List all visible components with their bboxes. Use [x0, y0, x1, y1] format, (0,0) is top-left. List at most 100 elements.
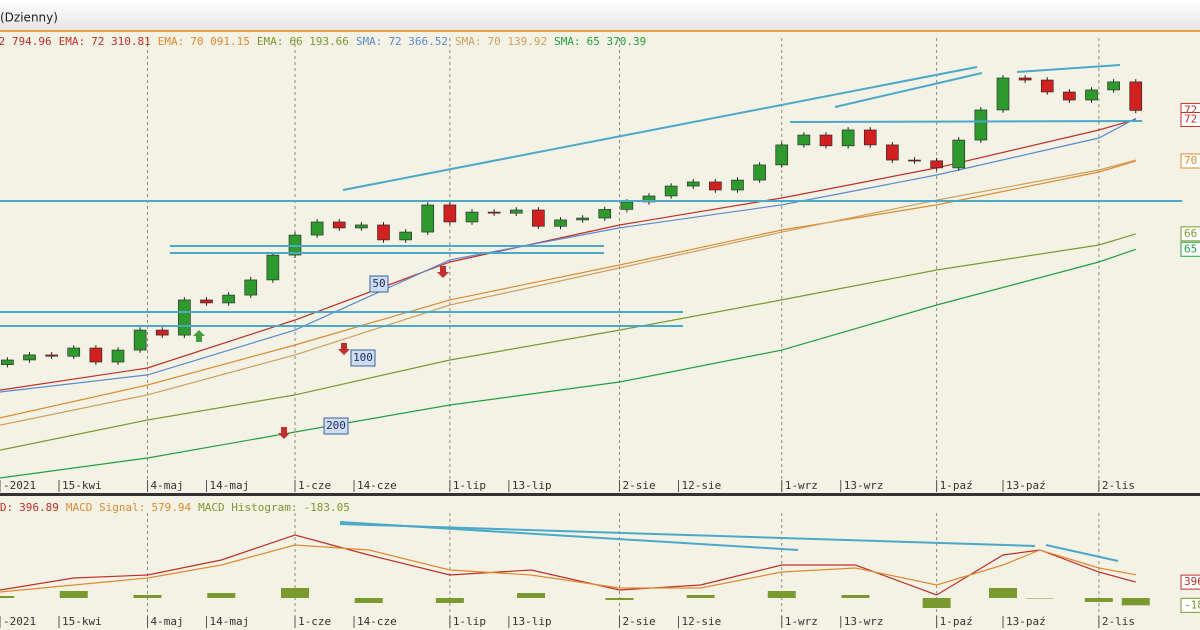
legend-value: 396.89: [19, 501, 59, 514]
candle-body: [753, 164, 766, 181]
candle-body: [1018, 77, 1032, 81]
candle-body: [819, 134, 833, 147]
legend-value: 66 193.66: [289, 35, 349, 48]
x-tick-label: -2021: [3, 479, 36, 492]
candle-body: [952, 139, 966, 169]
candle-body: [222, 294, 235, 304]
histogram-bar: [59, 591, 88, 598]
x-tick-label: 1-cze: [298, 615, 331, 628]
x-tick-label: 13-lip: [512, 615, 552, 628]
legend-value: 65 370.39: [587, 35, 647, 48]
x-tick-label: 1-wrz: [785, 615, 818, 628]
candle-body: [930, 160, 943, 169]
candle-body: [1107, 81, 1120, 91]
candle-body: [155, 329, 169, 336]
x-tick-label: 12-sie: [682, 479, 722, 492]
signal-arrows: [193, 266, 449, 439]
histogram-bar: [0, 596, 14, 598]
histogram-bar: [1025, 598, 1054, 599]
candle-body: [23, 354, 36, 361]
x-tick-label: 1-wrz: [785, 479, 818, 492]
candle-body: [620, 201, 634, 210]
histogram-bar: [989, 588, 1017, 598]
x-tick-label: 4-maj: [151, 615, 184, 628]
price-marker: [1180, 241, 1200, 257]
x-tick-label: 14-maj: [210, 615, 250, 628]
ma-tag-label: 100: [353, 351, 373, 364]
legend: 72 794.96 EMA: 72 310.81 EMA: 70 091.15 EMA: 6…: [0, 35, 646, 48]
candle-body: [996, 77, 1010, 111]
x-tick-label: 13-paź: [1006, 479, 1046, 492]
trend-line: [1045, 544, 1119, 562]
candle-body: [399, 231, 412, 241]
histogram-bar: [354, 598, 383, 603]
sell-arrow: [437, 266, 449, 278]
candle-body: [908, 159, 921, 162]
candle-body: [554, 219, 567, 227]
ma-tag-label: 50: [372, 277, 385, 290]
x-tick-label: 4-maj: [151, 479, 184, 492]
candle-body: [841, 129, 855, 147]
price-marker: [1180, 597, 1200, 613]
candle-body: [731, 179, 744, 191]
x-tick-label: 1-cze: [298, 479, 331, 492]
legend-name: MACD Signal:: [66, 501, 145, 514]
price-marker: [1180, 226, 1200, 242]
legend-name: EMA:: [158, 35, 185, 48]
legend-name: MACD:: [0, 501, 13, 514]
histogram-bar: [1121, 598, 1150, 606]
ma-tag: [350, 349, 376, 367]
x-tick-label: 1-paź: [940, 615, 973, 628]
candle-body: [886, 144, 899, 161]
x-tick-label: 1-lip: [453, 615, 486, 628]
candle-body: [45, 354, 58, 357]
candle-body: [310, 221, 324, 236]
candle-body: [487, 211, 501, 214]
legend-name: EMA:: [59, 35, 86, 48]
candle-body: [709, 181, 722, 191]
histogram-bar: [605, 598, 634, 600]
trend-line: [834, 72, 983, 108]
trend-line: [339, 523, 1036, 547]
candle-body: [133, 329, 147, 351]
x-tick-label: 2-lis: [1102, 479, 1135, 492]
candle-body: [266, 254, 280, 281]
histogram-bar: [133, 595, 162, 598]
indicator-line: [0, 233, 1136, 451]
sell-arrow: [338, 343, 350, 355]
x-tick-label: 2-sie: [623, 615, 656, 628]
indicator-line: [0, 117, 1137, 393]
candle-body: [67, 347, 81, 357]
legend-name: SMA:: [455, 35, 482, 48]
candle-body: [1063, 91, 1076, 101]
trend-lines: [0, 64, 1182, 562]
candle-body: [244, 279, 258, 296]
panel-separator: [0, 493, 1200, 496]
trend-line: [342, 66, 978, 191]
indicator-line: [0, 118, 1136, 391]
candle-body: [200, 299, 213, 304]
x-tick-label: 13-wrz: [844, 479, 884, 492]
x-tick-label: 1-lip: [453, 479, 486, 492]
indicator-line: [0, 534, 1136, 596]
x-tick-label: 13-lip: [512, 479, 552, 492]
candle-body: [111, 349, 125, 363]
indicator-line: [0, 160, 1136, 419]
x-tick-label: 14-maj: [210, 479, 250, 492]
candle-body: [355, 224, 368, 229]
trend-line: [1016, 64, 1121, 73]
candle-body: [421, 204, 435, 233]
indicator-line: [0, 159, 1136, 426]
legend-value: 579.94: [151, 501, 191, 514]
trend-line: [789, 120, 1143, 123]
indicator-line: [0, 544, 1136, 593]
candle-body: [178, 299, 191, 336]
ma-tag-label: 200: [326, 419, 346, 432]
candle-body: [509, 209, 523, 214]
histogram-bar: [686, 595, 715, 598]
candle-body: [686, 181, 700, 187]
price-marker: [1180, 111, 1200, 127]
x-tick-label: 15-kwi: [62, 615, 102, 628]
candle-body: [863, 129, 877, 146]
candle-body: [1040, 79, 1054, 93]
